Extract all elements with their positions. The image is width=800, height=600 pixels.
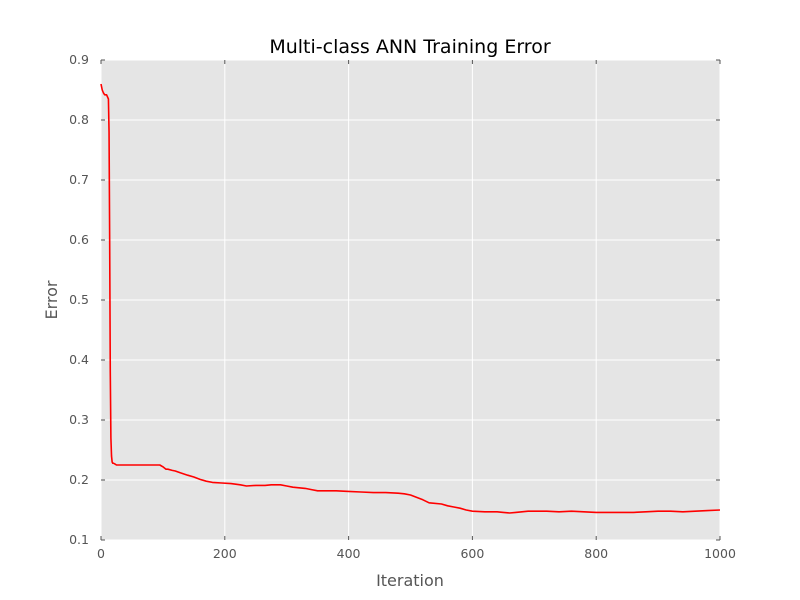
y-tick-label: 0.4 [69, 352, 89, 367]
y-tick-label: 0.8 [69, 112, 89, 127]
y-tick-label: 0.9 [69, 52, 89, 67]
tick-labels: 0 200 400 600 800 1000 0.1 0.2 0.3 0.4 0.5 0.6 0.7 0.… [69, 52, 736, 561]
y-tick-label: 0.5 [69, 292, 89, 307]
y-tick-label: 0.6 [69, 232, 89, 247]
ticks [100, 59, 721, 541]
chart-title: Multi-class ANN Training Error [269, 36, 550, 58]
y-tick-label: 0.3 [69, 412, 89, 427]
x-tick-label: 200 [213, 546, 237, 561]
y-tick-label: 0.7 [69, 172, 89, 187]
x-tick-label: 1000 [704, 546, 736, 561]
y-tick-label: 0.1 [69, 532, 89, 547]
x-tick-label: 0 [97, 546, 105, 561]
series-line-training-error [100, 83, 721, 514]
y-tick-label: 0.2 [69, 472, 89, 487]
x-tick-label: 600 [460, 546, 484, 561]
x-tick-label: 400 [337, 546, 361, 561]
y-axis-label: Error [42, 280, 61, 319]
x-axis-label: Iteration [376, 571, 444, 590]
x-tick-label: 800 [584, 546, 608, 561]
